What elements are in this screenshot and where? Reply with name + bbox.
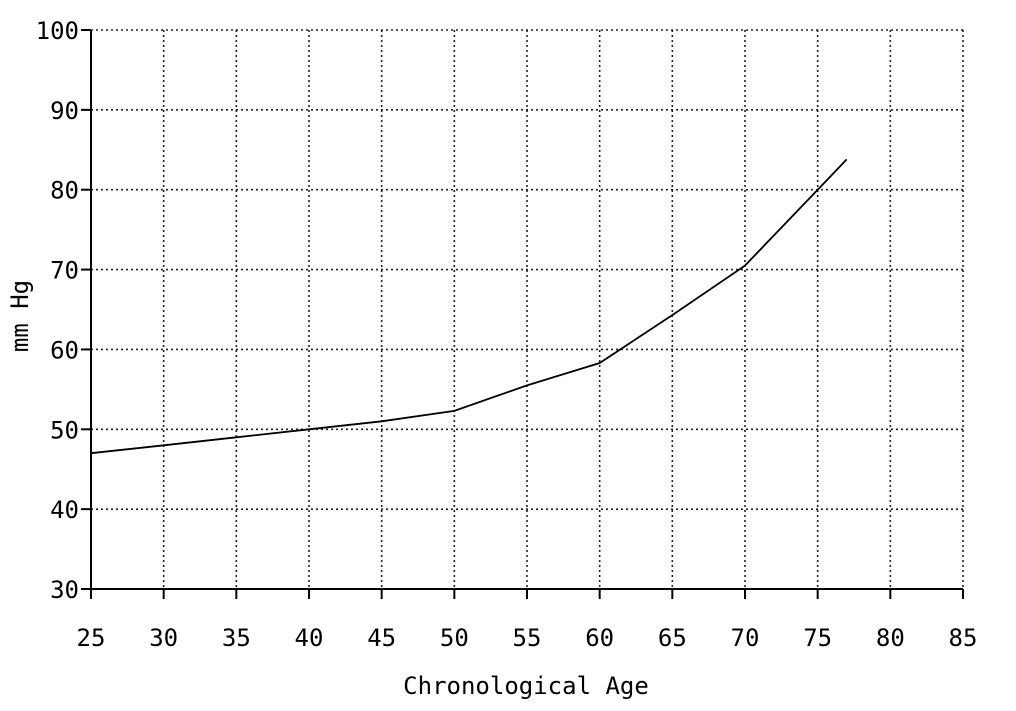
y-tick-label: 60 <box>50 336 79 364</box>
y-tick-labels: 30 40 50 60 70 80 90 100 <box>36 17 79 604</box>
y-tick-label: 70 <box>50 257 79 285</box>
x-tick-label: 70 <box>731 624 760 652</box>
x-tick-label: 55 <box>513 624 542 652</box>
y-tick-label: 90 <box>50 97 79 125</box>
tick-marks <box>81 29 964 599</box>
x-tick-label: 60 <box>585 624 614 652</box>
x-tick-label: 25 <box>77 624 106 652</box>
y-tick-label: 30 <box>50 576 79 604</box>
y-axis-label: mm Hg <box>6 280 34 352</box>
grid-lines <box>91 29 964 589</box>
y-tick-label: 50 <box>50 416 79 444</box>
y-tick-label: 80 <box>50 177 79 205</box>
x-tick-label: 30 <box>149 624 178 652</box>
x-tick-label: 80 <box>876 624 905 652</box>
x-tick-label: 65 <box>658 624 687 652</box>
x-tick-label: 50 <box>440 624 469 652</box>
y-tick-label: 40 <box>50 496 79 524</box>
x-tick-label: 35 <box>222 624 251 652</box>
x-tick-label: 75 <box>803 624 832 652</box>
x-tick-label: 40 <box>295 624 324 652</box>
y-tick-label: 100 <box>36 17 79 45</box>
x-tick-label: 85 <box>949 624 978 652</box>
series-line <box>90 158 848 455</box>
x-axis-label: Chronological Age <box>403 672 649 700</box>
x-tick-labels: 25 30 35 40 45 50 55 60 65 70 75 80 85 <box>77 624 978 652</box>
series-layer <box>90 158 848 455</box>
x-tick-label: 45 <box>367 624 396 652</box>
